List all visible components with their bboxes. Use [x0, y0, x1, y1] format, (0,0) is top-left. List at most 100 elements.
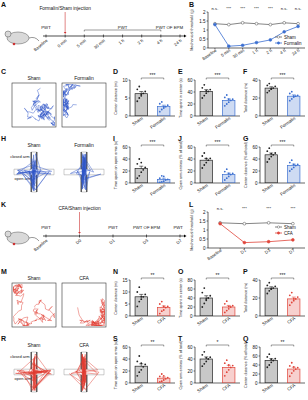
data-point [226, 103, 228, 105]
data-point [209, 158, 211, 160]
y-axis [208, 212, 209, 248]
error-bar [271, 153, 272, 155]
data-point [226, 94, 228, 96]
data-point [289, 375, 291, 377]
label: Formalin [214, 115, 232, 129]
marker [267, 221, 270, 224]
label: 10 [122, 290, 128, 295]
y-tick [194, 289, 196, 290]
y-tick [259, 316, 261, 317]
error-bar [228, 173, 229, 175]
data-point [293, 164, 295, 166]
label: 40 [252, 278, 258, 283]
y-tick [194, 159, 196, 160]
label: 80 [252, 345, 258, 350]
label: Sham [27, 275, 40, 281]
data-point [205, 298, 207, 300]
data-point [232, 305, 234, 307]
data-point [266, 85, 268, 87]
bar-chart: O020406080Time spent in center (s)ShamCF… [178, 268, 240, 327]
label: 40 [187, 90, 193, 95]
y-tick [259, 280, 261, 281]
error-bar [141, 294, 142, 296]
data-point [270, 288, 272, 290]
data-point [291, 168, 293, 170]
data-point [230, 100, 232, 102]
label: CFA [221, 316, 231, 325]
y-tick [194, 383, 196, 384]
y-tick [259, 374, 261, 375]
label: Sham [196, 316, 209, 327]
data-point [140, 298, 142, 300]
data-point [144, 364, 146, 366]
data-point [228, 306, 230, 308]
y-axis [208, 12, 209, 48]
line-chart: L00.511.52Mechanical threshold (g)Baseli… [189, 201, 305, 261]
data-point [289, 170, 291, 172]
data-point [138, 371, 140, 373]
label: Sham [261, 116, 274, 127]
label: D1 [108, 238, 116, 246]
label: 5 min [76, 38, 88, 49]
bar [288, 369, 300, 383]
label: Baseline [206, 247, 223, 261]
data-point [272, 154, 274, 156]
time-axis [43, 236, 184, 237]
data-point [144, 294, 146, 296]
plot-area [200, 287, 235, 316]
y-tick [194, 104, 196, 105]
label: *** [150, 139, 156, 145]
label: open arm [15, 176, 33, 181]
data-point [140, 296, 142, 298]
y-axis [130, 80, 131, 116]
y-tick [259, 98, 261, 99]
error-cap [162, 178, 166, 179]
plot-area [200, 84, 235, 116]
error-bar [141, 364, 142, 366]
bar [265, 361, 277, 384]
error-cap [292, 164, 296, 165]
label: Formalin/Sham injection [39, 6, 91, 11]
data-point [140, 94, 142, 96]
label: 20 [187, 169, 193, 174]
label: 40 [187, 157, 193, 162]
data-point [224, 97, 226, 99]
label: 5 [125, 96, 128, 101]
label: Formalin [214, 182, 232, 196]
label: 0 [255, 381, 258, 386]
bar [158, 308, 170, 316]
label: Sham [196, 383, 209, 394]
label: Baseline [33, 38, 49, 53]
closed-wall [81, 175, 82, 192]
data-point [138, 86, 140, 88]
data-point [224, 171, 226, 173]
marker [243, 241, 246, 244]
data-point [203, 84, 205, 86]
trajectory-panel: CShamFormalin [1, 68, 106, 127]
y-tick [207, 48, 209, 49]
sig-bracket [271, 345, 294, 347]
bar [223, 307, 235, 316]
label: ** [151, 339, 155, 345]
y-tick [259, 183, 261, 184]
y-tick [194, 183, 196, 184]
data-point [201, 354, 203, 356]
data-point [142, 92, 144, 94]
y-tick [259, 383, 261, 384]
sig-bracket [271, 78, 294, 80]
data-point [201, 97, 203, 99]
legend-marker [277, 36, 279, 38]
plot-area [200, 351, 235, 383]
y-tick [129, 183, 131, 184]
marker [269, 23, 272, 26]
y-axis [195, 280, 196, 316]
data-point [224, 375, 226, 377]
label: 0 [203, 246, 206, 251]
bar [158, 179, 170, 183]
label: CFA [286, 316, 296, 325]
label: PWT [118, 25, 128, 30]
data-point [159, 381, 161, 383]
label: CFA [79, 342, 89, 348]
y-tick [259, 159, 261, 160]
track [17, 154, 52, 191]
